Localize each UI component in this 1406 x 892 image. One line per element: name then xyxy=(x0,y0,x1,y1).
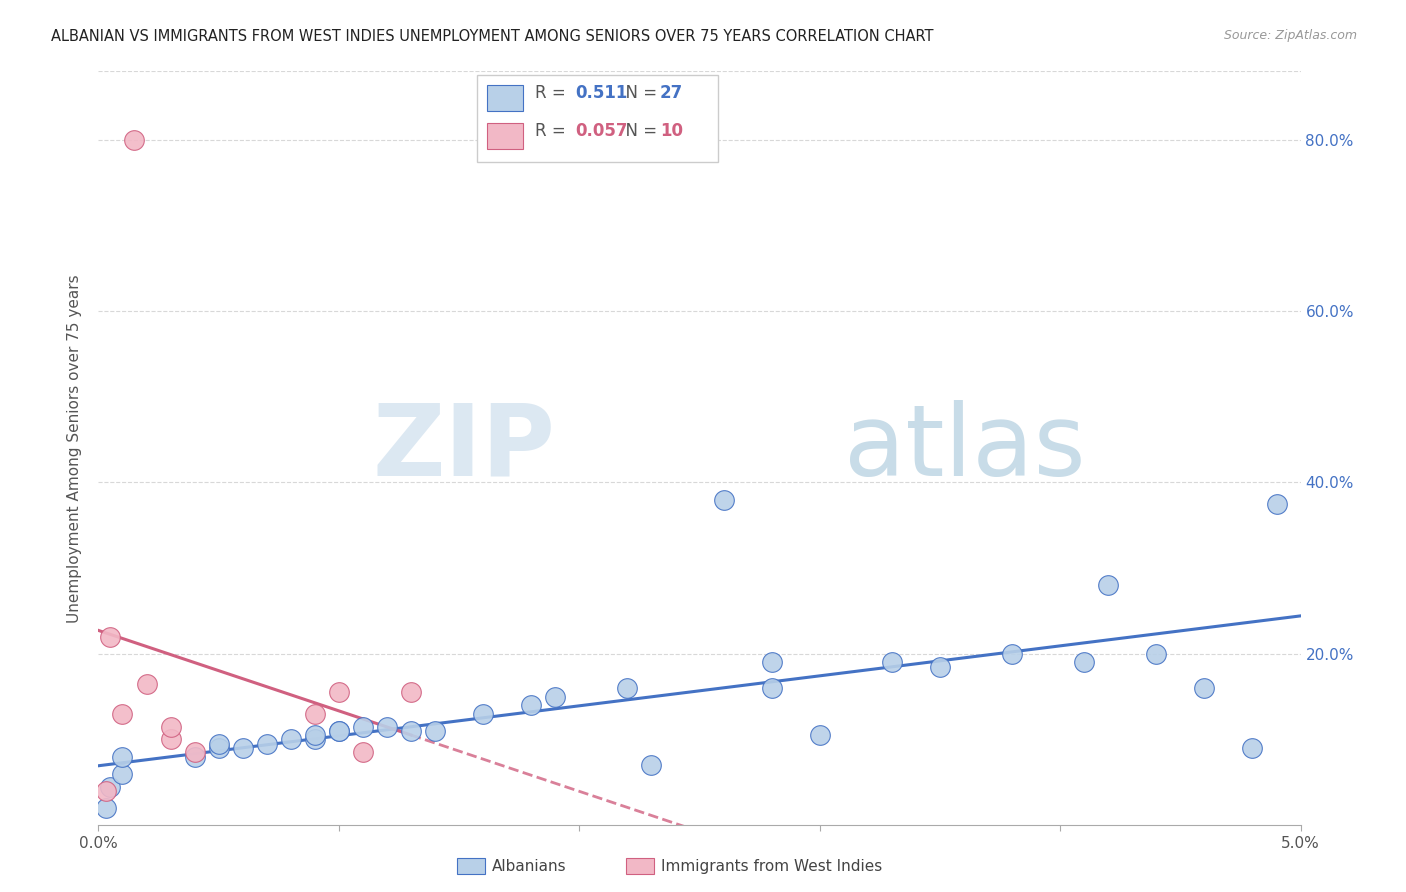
Point xyxy=(616,681,638,695)
Point xyxy=(1001,647,1024,661)
Point xyxy=(159,732,181,747)
Point xyxy=(544,690,567,704)
Text: 0.511: 0.511 xyxy=(575,84,628,103)
Point xyxy=(183,749,205,764)
Point xyxy=(256,737,278,751)
Point xyxy=(328,685,350,699)
Point xyxy=(352,720,374,734)
FancyBboxPatch shape xyxy=(486,85,523,112)
Text: 0.057: 0.057 xyxy=(575,122,628,140)
Point xyxy=(1097,578,1119,592)
Point xyxy=(423,723,446,738)
Point xyxy=(399,723,422,738)
Point xyxy=(375,720,398,734)
Point xyxy=(808,728,831,742)
Text: 27: 27 xyxy=(659,84,683,103)
Point xyxy=(208,741,231,756)
Point xyxy=(640,758,662,772)
Point xyxy=(1265,497,1288,511)
Text: ZIP: ZIP xyxy=(373,400,555,497)
Point xyxy=(1144,647,1167,661)
Point xyxy=(124,133,146,147)
Point xyxy=(304,732,326,747)
Point xyxy=(232,741,254,756)
Text: N =: N = xyxy=(616,84,662,103)
Text: atlas: atlas xyxy=(844,400,1085,497)
Point xyxy=(929,659,952,673)
Point xyxy=(94,801,117,815)
Point xyxy=(183,745,205,759)
Point xyxy=(352,745,374,759)
Text: N =: N = xyxy=(616,122,662,140)
Text: R =: R = xyxy=(534,122,571,140)
Point xyxy=(1073,656,1095,670)
Point xyxy=(159,720,181,734)
Point xyxy=(761,681,783,695)
Point xyxy=(208,737,231,751)
Point xyxy=(761,656,783,670)
Text: Albanians: Albanians xyxy=(492,859,567,873)
FancyBboxPatch shape xyxy=(486,122,523,149)
Text: Immigrants from West Indies: Immigrants from West Indies xyxy=(661,859,882,873)
Point xyxy=(100,630,122,644)
Point xyxy=(1241,741,1264,756)
Point xyxy=(880,656,903,670)
Point xyxy=(328,723,350,738)
Point xyxy=(304,728,326,742)
Point xyxy=(111,766,134,780)
Y-axis label: Unemployment Among Seniors over 75 years: Unemployment Among Seniors over 75 years xyxy=(66,274,82,623)
Point xyxy=(111,706,134,721)
Text: Source: ZipAtlas.com: Source: ZipAtlas.com xyxy=(1223,29,1357,42)
Point xyxy=(472,706,495,721)
Point xyxy=(135,677,157,691)
Point xyxy=(328,723,350,738)
Point xyxy=(111,749,134,764)
Point xyxy=(520,698,543,713)
Text: R =: R = xyxy=(534,84,571,103)
Point xyxy=(713,492,735,507)
Point xyxy=(399,685,422,699)
Text: ALBANIAN VS IMMIGRANTS FROM WEST INDIES UNEMPLOYMENT AMONG SENIORS OVER 75 YEARS: ALBANIAN VS IMMIGRANTS FROM WEST INDIES … xyxy=(51,29,934,44)
FancyBboxPatch shape xyxy=(477,75,717,161)
Point xyxy=(94,784,117,798)
Point xyxy=(304,706,326,721)
Point xyxy=(280,732,302,747)
Point xyxy=(1194,681,1216,695)
Text: 10: 10 xyxy=(659,122,683,140)
Point xyxy=(100,780,122,794)
